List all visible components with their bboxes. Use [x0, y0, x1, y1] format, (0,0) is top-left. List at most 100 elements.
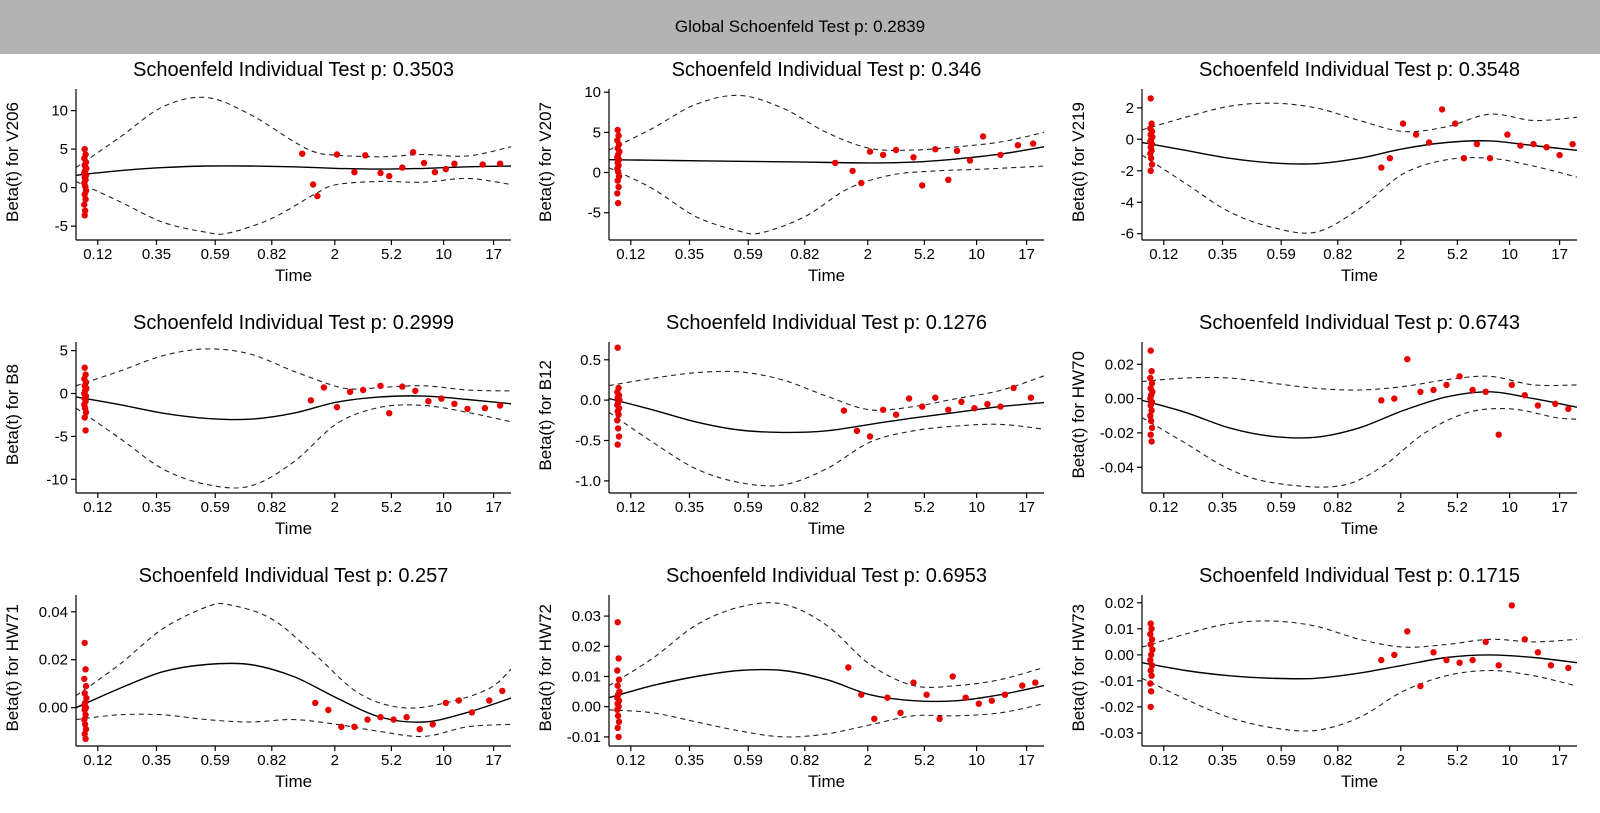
svg-text:0.59: 0.59: [1267, 246, 1296, 263]
svg-text:0.02: 0.02: [1105, 356, 1134, 373]
subplot-v207: Schoenfeld Individual Test p: 0.346 Beta…: [533, 54, 1066, 307]
svg-text:0.59: 0.59: [1267, 499, 1296, 516]
svg-text:0.0: 0.0: [580, 392, 601, 409]
svg-text:0.12: 0.12: [1149, 499, 1178, 516]
svg-text:0.35: 0.35: [1208, 246, 1237, 263]
plot-canvas: 0.12 0.35 0.59 0.82 2 5.2 10 17 0.00 0.02 0.04: [39, 595, 512, 769]
svg-text:0.59: 0.59: [734, 752, 763, 769]
svg-text:10: 10: [968, 246, 985, 263]
svg-text:-0.03: -0.03: [1100, 725, 1134, 742]
svg-text:17: 17: [1018, 246, 1035, 263]
plot-canvas: 0.12 0.35 0.59 0.82 2 5.2 10 17 -5 0 5 10: [51, 89, 512, 263]
svg-text:0.82: 0.82: [1323, 752, 1352, 769]
svg-text:5.2: 5.2: [1447, 246, 1468, 263]
x-axis-label: Time: [1340, 519, 1379, 538]
svg-text:0.59: 0.59: [734, 499, 763, 516]
svg-text:-0.01: -0.01: [1100, 673, 1134, 690]
subplot-hw72: Schoenfeld Individual Test p: 0.6953 Bet…: [533, 560, 1066, 813]
svg-text:0.03: 0.03: [572, 608, 601, 625]
svg-text:-5: -5: [55, 218, 68, 235]
svg-text:10: 10: [968, 752, 985, 769]
svg-text:10: 10: [51, 103, 68, 120]
svg-text:-4: -4: [1121, 194, 1134, 211]
x-axis-label: Time: [274, 772, 313, 791]
svg-text:0.82: 0.82: [1323, 499, 1352, 516]
svg-text:10: 10: [584, 84, 601, 101]
svg-text:-1.0: -1.0: [575, 473, 601, 490]
svg-text:0.35: 0.35: [142, 752, 171, 769]
svg-text:0.00: 0.00: [39, 700, 68, 717]
svg-text:5.2: 5.2: [914, 499, 935, 516]
y-axis-label: Beta(t) for HW73: [1069, 604, 1088, 732]
svg-text:5.2: 5.2: [381, 499, 402, 516]
svg-text:10: 10: [1501, 752, 1518, 769]
svg-text:0.82: 0.82: [257, 246, 286, 263]
svg-text:0.00: 0.00: [572, 699, 601, 716]
svg-text:0.82: 0.82: [790, 246, 819, 263]
svg-text:10: 10: [1501, 499, 1518, 516]
svg-text:-6: -6: [1121, 226, 1134, 243]
svg-text:17: 17: [1018, 499, 1035, 516]
svg-text:-10: -10: [46, 471, 68, 488]
y-axis-label: Beta(t) for B8: [3, 364, 22, 466]
global-test-title: Global Schoenfeld Test p: 0.2839: [674, 17, 926, 36]
svg-text:5: 5: [60, 343, 68, 360]
svg-text:5.2: 5.2: [1447, 752, 1468, 769]
subplot-v206: Schoenfeld Individual Test p: 0.3503 Bet…: [0, 54, 533, 307]
plot-title: Schoenfeld Individual Test p: 0.1276: [666, 312, 987, 334]
x-axis-label: Time: [807, 519, 846, 538]
plot-canvas: 0.12 0.35 0.59 0.82 2 5.2 10 17 -6 -4 -2 0 2: [1121, 89, 1578, 263]
svg-text:0.35: 0.35: [1208, 752, 1237, 769]
svg-text:-5: -5: [55, 428, 68, 445]
svg-text:17: 17: [1551, 246, 1568, 263]
plot-grid: Schoenfeld Individual Test p: 0.3503 Bet…: [0, 54, 1600, 813]
svg-text:0.59: 0.59: [1267, 752, 1296, 769]
svg-text:0.04: 0.04: [39, 604, 68, 621]
svg-text:-0.02: -0.02: [1100, 425, 1134, 442]
svg-text:-0.04: -0.04: [1100, 459, 1134, 476]
svg-text:0.59: 0.59: [201, 499, 230, 516]
svg-text:10: 10: [968, 499, 985, 516]
svg-text:2: 2: [1397, 246, 1405, 263]
plot-canvas: 0.12 0.35 0.59 0.82 2 5.2 10 17 -0.01 0.00 0.01 0.0…: [567, 595, 1045, 769]
plot-title: Schoenfeld Individual Test p: 0.2999: [133, 312, 454, 334]
svg-text:2: 2: [864, 499, 872, 516]
subplot-hw71: Schoenfeld Individual Test p: 0.257 Beta…: [0, 560, 533, 813]
svg-text:2: 2: [1397, 499, 1405, 516]
svg-text:-2: -2: [1121, 163, 1134, 180]
svg-text:10: 10: [1501, 246, 1518, 263]
svg-text:2: 2: [1397, 752, 1405, 769]
y-axis-label: Beta(t) for V219: [1069, 101, 1088, 222]
svg-text:17: 17: [485, 752, 502, 769]
plot-title: Schoenfeld Individual Test p: 0.346: [671, 59, 982, 81]
y-axis-label: Beta(t) for HW72: [536, 604, 555, 732]
svg-text:0.12: 0.12: [83, 499, 112, 516]
y-axis-label: Beta(t) for V207: [536, 101, 555, 222]
svg-text:2: 2: [331, 246, 339, 263]
svg-text:17: 17: [485, 499, 502, 516]
svg-text:0.01: 0.01: [572, 669, 601, 686]
x-axis-label: Time: [1340, 772, 1379, 791]
svg-text:0.12: 0.12: [1149, 752, 1178, 769]
y-axis-label: Beta(t) for V206: [3, 101, 22, 222]
svg-text:0.12: 0.12: [616, 499, 645, 516]
svg-text:17: 17: [1551, 752, 1568, 769]
svg-text:-0.01: -0.01: [567, 729, 601, 746]
svg-text:0.59: 0.59: [734, 246, 763, 263]
svg-text:0.35: 0.35: [142, 499, 171, 516]
svg-text:5: 5: [593, 124, 601, 141]
plot-title: Schoenfeld Individual Test p: 0.3503: [133, 59, 454, 81]
svg-text:0: 0: [593, 165, 601, 182]
svg-text:0: 0: [1126, 131, 1134, 148]
plot-canvas: 0.12 0.35 0.59 0.82 2 5.2 10 17 -1.0 -0.5 0.0 0.5: [575, 342, 1045, 516]
subplot-hw70: Schoenfeld Individual Test p: 0.6743 Bet…: [1066, 307, 1599, 560]
svg-text:0.35: 0.35: [1208, 499, 1237, 516]
svg-text:-5: -5: [588, 205, 601, 222]
svg-text:-0.5: -0.5: [575, 433, 601, 450]
svg-text:0.59: 0.59: [201, 752, 230, 769]
svg-text:0.35: 0.35: [675, 499, 704, 516]
svg-text:0.02: 0.02: [39, 652, 68, 669]
svg-text:2: 2: [864, 752, 872, 769]
plot-title: Schoenfeld Individual Test p: 0.6953: [666, 565, 987, 587]
svg-text:5.2: 5.2: [1447, 499, 1468, 516]
